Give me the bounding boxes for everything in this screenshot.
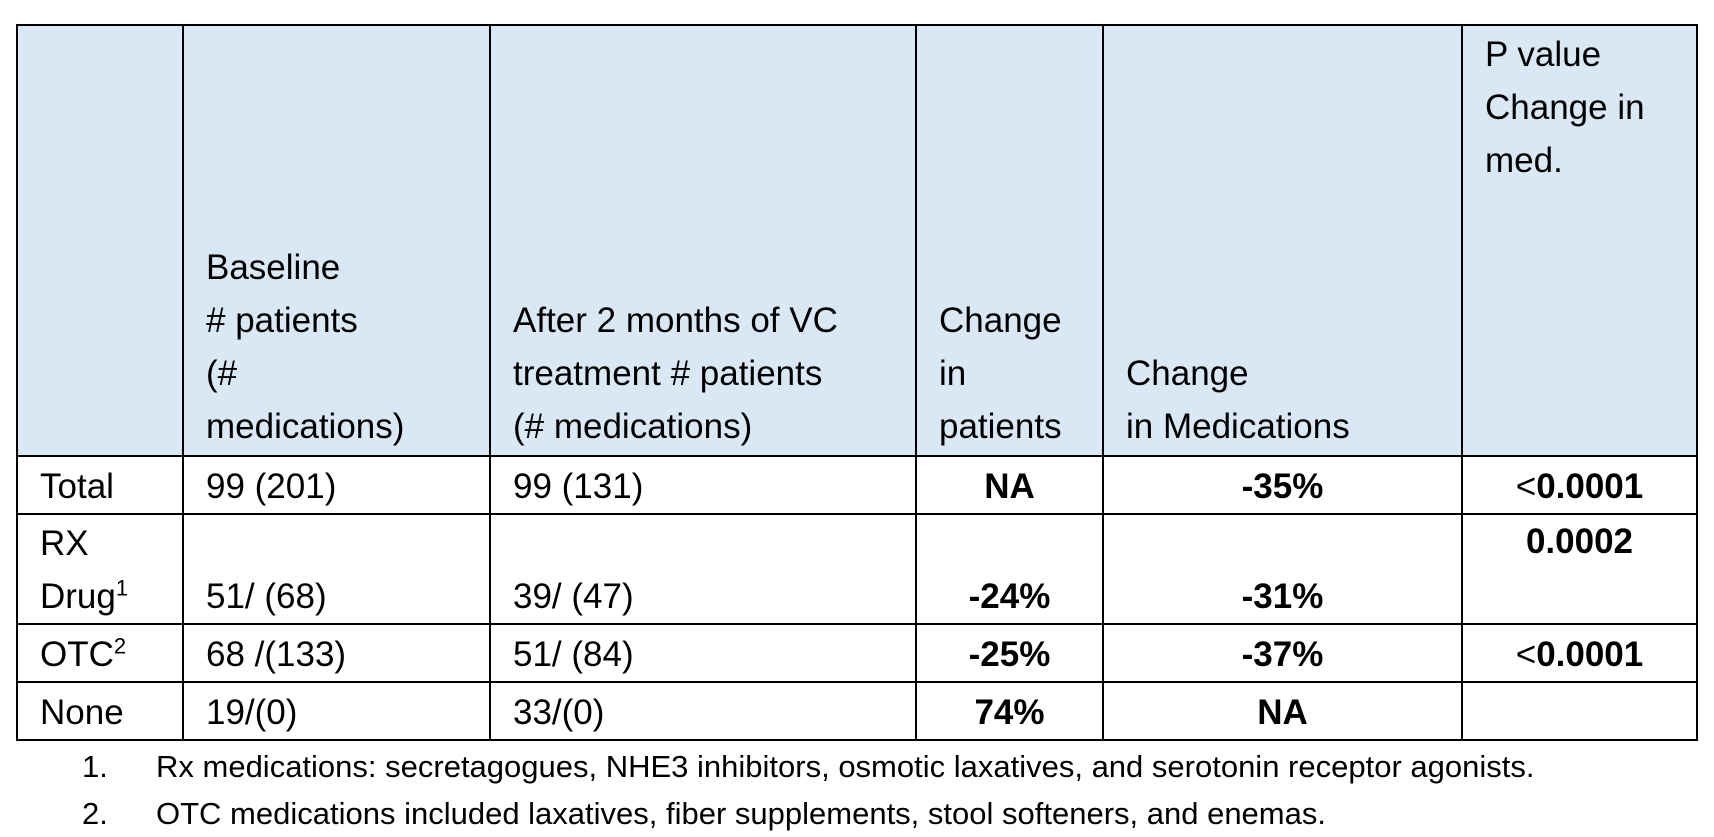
footnote-number: 2. [82,796,108,831]
footnote-number: 1. [82,749,108,784]
cell-baseline: 99 (201) [182,455,491,515]
cell-p-value: <0.0001 [1461,455,1698,515]
header-change-medications: Change in Medications [1102,24,1463,457]
cell-baseline: 51/ (68) [182,513,491,625]
cell-change-patients: -25% [915,623,1104,683]
row-label-text: None [40,693,124,732]
row-label: RX Drug1 [16,513,184,625]
row-label: Total [16,455,184,515]
cell-baseline: 19/(0) [182,681,491,741]
table-header-row: Baseline # patients (# medications) Afte… [16,24,1698,457]
cell-change-medications: NA [1102,681,1463,741]
cell-after: 51/ (84) [489,623,917,683]
cell-p-value: 0.0002 [1461,513,1698,625]
table-row: Total 99 (201) 99 (131) NA -35% <0.0001 [16,455,1698,515]
table-row: OTC2 68 /(133) 51/ (84) -25% -37% <0.000… [16,623,1698,683]
footnote-text: OTC medications included laxatives, fibe… [156,796,1326,831]
cell-change-patients: -24% [915,513,1104,625]
footnote-marker: 2 [113,633,127,659]
footnote-item: 2. OTC medications included laxatives, f… [82,790,1712,837]
cell-p-value: <0.0001 [1461,623,1698,683]
footnote-item: 1. Rx medications: secretagogues, NHE3 i… [82,743,1712,790]
footnote-text: Rx medications: secretagogues, NHE3 inhi… [156,749,1535,784]
cell-after: 99 (131) [489,455,917,515]
p-value-symbol: < [1515,635,1537,674]
cell-after: 39/ (47) [489,513,917,625]
p-value-symbol: < [1515,467,1537,506]
cell-change-medications: -37% [1102,623,1463,683]
cell-change-medications: -35% [1102,455,1463,515]
row-label-text: RX Drug [40,524,116,616]
row-label: None [16,681,184,741]
cell-after: 33/(0) [489,681,917,741]
cell-change-medications: -31% [1102,513,1463,625]
p-value-number: 0.0001 [1536,635,1644,674]
cell-change-patients: 74% [915,681,1104,741]
p-value-number: 0.0001 [1536,467,1644,506]
row-label-text: OTC [40,635,114,674]
table-row: RX Drug1 51/ (68) 39/ (47) -24% -31% 0.0… [16,513,1698,625]
footnotes-list: 1. Rx medications: secretagogues, NHE3 i… [82,743,1712,837]
p-value-number: 0.0002 [1525,522,1634,561]
header-after-treatment: After 2 months of VC treatment # patient… [489,24,917,457]
row-label-text: Total [40,467,114,506]
row-label: OTC2 [16,623,184,683]
table-row: None 19/(0) 33/(0) 74% NA [16,681,1698,741]
cell-p-value [1461,681,1698,741]
cell-change-patients: NA [915,455,1104,515]
cell-baseline: 68 /(133) [182,623,491,683]
header-p-value: P value Change in med. [1461,24,1698,457]
header-row-label [16,24,184,457]
header-change-patients: Change in patients [915,24,1104,457]
medication-change-table: Baseline # patients (# medications) Afte… [16,24,1698,741]
header-baseline: Baseline # patients (# medications) [182,24,491,457]
footnote-marker: 1 [115,575,129,601]
